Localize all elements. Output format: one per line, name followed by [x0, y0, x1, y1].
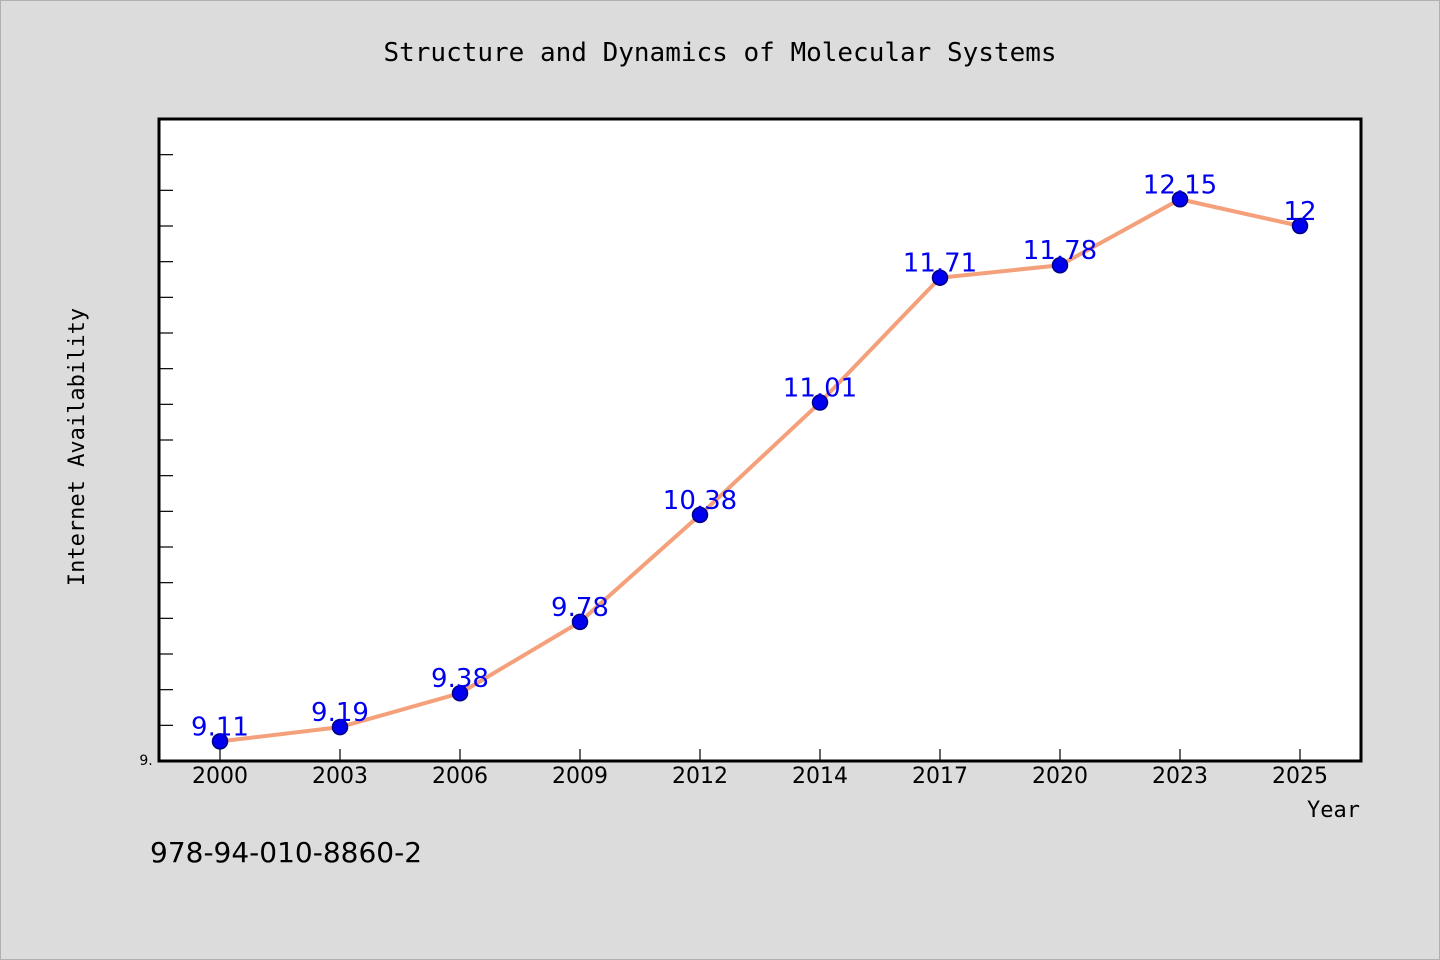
x-tick-label: 2025: [1272, 764, 1328, 789]
x-tick-label: 2003: [312, 764, 368, 789]
data-point: [571, 613, 589, 631]
x-axis-ticks: [219, 749, 1301, 761]
data-label: 9.78: [551, 593, 609, 623]
data-point: [331, 718, 349, 736]
data-label: 9.19: [311, 698, 369, 728]
data-point: [1171, 191, 1189, 208]
data-label: 12: [1283, 197, 1316, 227]
x-tick-label: 2014: [792, 764, 848, 789]
y-axis-ticks: [159, 118, 173, 762]
data-point: [211, 733, 229, 750]
data-label: 9.38: [431, 664, 489, 694]
data-point: [691, 506, 709, 524]
data-point: [931, 269, 949, 286]
chart-title: Structure and Dynamics of Molecular Syst…: [383, 38, 1056, 68]
data-point: [1291, 217, 1309, 235]
x-axis-label: Year: [1307, 798, 1360, 823]
data-label: 9.11: [191, 712, 249, 742]
x-tick-label: 2000: [192, 764, 248, 789]
x-tick-label: 2006: [432, 764, 488, 789]
y-axis-min-label: 9.: [139, 753, 152, 769]
y-axis-label: Internet Availability: [65, 308, 90, 586]
data-point: [811, 394, 829, 411]
data-point: [1051, 256, 1069, 274]
x-tick-label: 2017: [912, 764, 968, 789]
x-tick-label: 2020: [1032, 764, 1088, 789]
data-label: 11.71: [903, 249, 977, 279]
x-axis-tick-labels: 2000 2003 2006 2009 2012 2014 2017 2020 2023 2025: [192, 764, 1328, 789]
data-labels: 9.11 9.19 9.38 9.78 10.38 11.01 11.71 11.78 12.1…: [191, 170, 1316, 742]
series-line: [219, 197, 1301, 744]
footer-isbn: 978-94-010-8860-2: [150, 836, 422, 869]
x-tick-label: 2009: [552, 764, 608, 789]
plot-area: [157, 117, 1363, 763]
data-label: 11.01: [783, 374, 857, 404]
data-label: 11.78: [1023, 236, 1097, 266]
series-markers: [211, 191, 1309, 750]
x-tick-label: 2012: [672, 764, 728, 789]
data-point: [451, 684, 469, 702]
data-label: 12.15: [1143, 170, 1217, 200]
data-label: 10.38: [663, 486, 737, 516]
x-tick-label: 2023: [1152, 764, 1208, 789]
